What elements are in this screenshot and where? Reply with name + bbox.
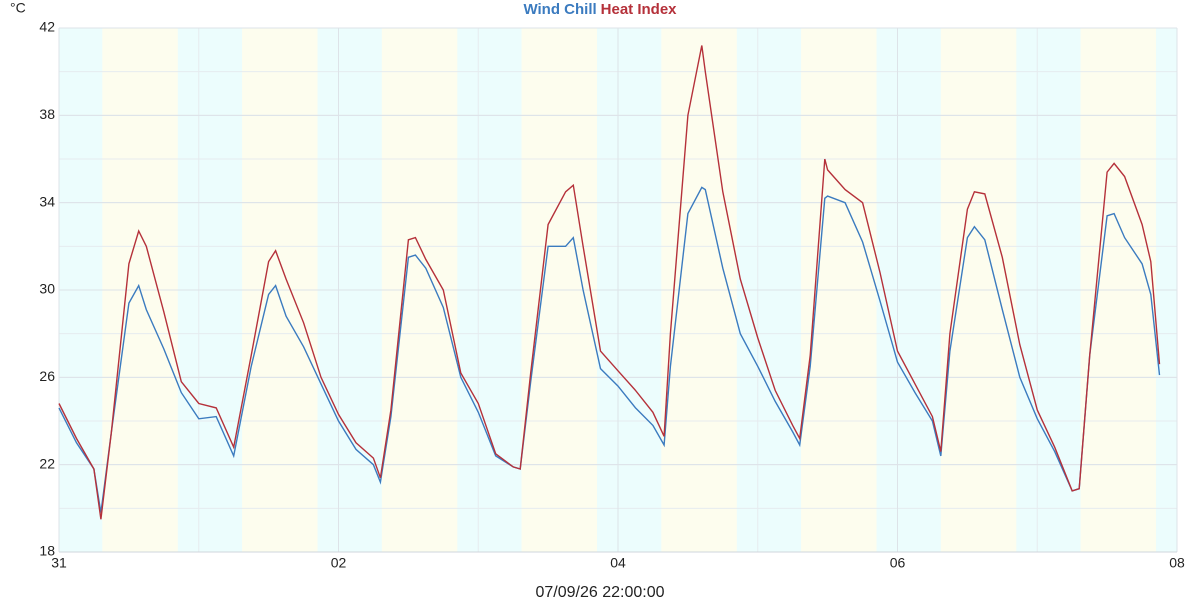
series-line: [58, 45, 1161, 520]
y-tick-label: 22: [39, 455, 55, 471]
grid: [58, 27, 1178, 553]
legend-entry: Wind Chill: [523, 1, 596, 18]
y-tick-label: 42: [39, 19, 55, 35]
legend-entry: Heat Index: [601, 1, 678, 18]
x-tick-label: 02: [331, 555, 347, 571]
y-tick-label: 26: [39, 368, 55, 384]
y-tick-label: 34: [39, 193, 55, 209]
x-tick-label: 08: [1169, 555, 1185, 571]
x-tick-label: 31: [51, 555, 67, 571]
plot-lines: [58, 45, 1161, 520]
y-tick-label: 30: [39, 281, 55, 297]
series-line: [58, 186, 1161, 513]
y-tick-label: 18: [39, 543, 55, 559]
x-tick-label: 04: [610, 555, 626, 571]
x-tick-label: 06: [890, 555, 906, 571]
legend-title: Wind Chill Heat Index: [523, 1, 677, 18]
footer-timestamp: 07/09/26 22:00:00: [535, 584, 664, 600]
y-tick-label: 38: [39, 106, 55, 122]
y-axis-unit: °C: [10, 0, 26, 16]
